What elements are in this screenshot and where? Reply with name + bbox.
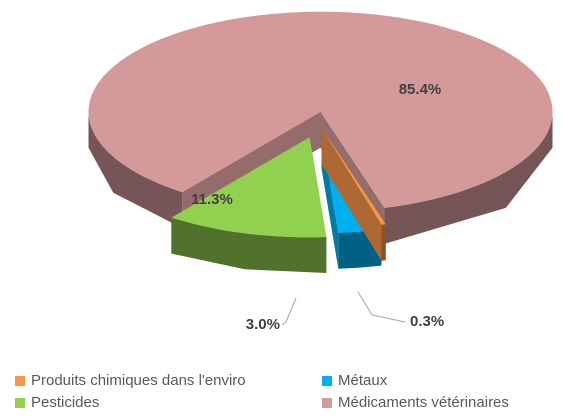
legend-swatch <box>15 376 25 386</box>
data-label: 3.0% <box>246 316 280 333</box>
slice <box>88 11 553 208</box>
legend-swatch <box>322 376 332 386</box>
data-label: 85.4% <box>399 81 442 98</box>
slice-side <box>88 111 183 229</box>
legend-label: Produits chimiques dans l'enviro <box>31 372 246 389</box>
data-label: 0.3% <box>410 313 444 330</box>
slice <box>171 137 327 238</box>
legend-label: Médicaments vétérinaires <box>338 394 509 411</box>
leader-line <box>281 297 297 326</box>
legend-swatch <box>322 398 332 408</box>
legend-label: Pesticides <box>31 394 99 411</box>
leader-line <box>357 291 406 323</box>
slice-side <box>171 217 327 273</box>
slice <box>321 128 386 225</box>
slice-cut-face <box>321 128 382 261</box>
slice-side <box>381 224 386 261</box>
legend-label: Métaux <box>338 372 388 389</box>
data-label: 11.3% <box>191 191 233 208</box>
legend-swatch <box>15 398 25 408</box>
slice-side <box>384 111 553 244</box>
